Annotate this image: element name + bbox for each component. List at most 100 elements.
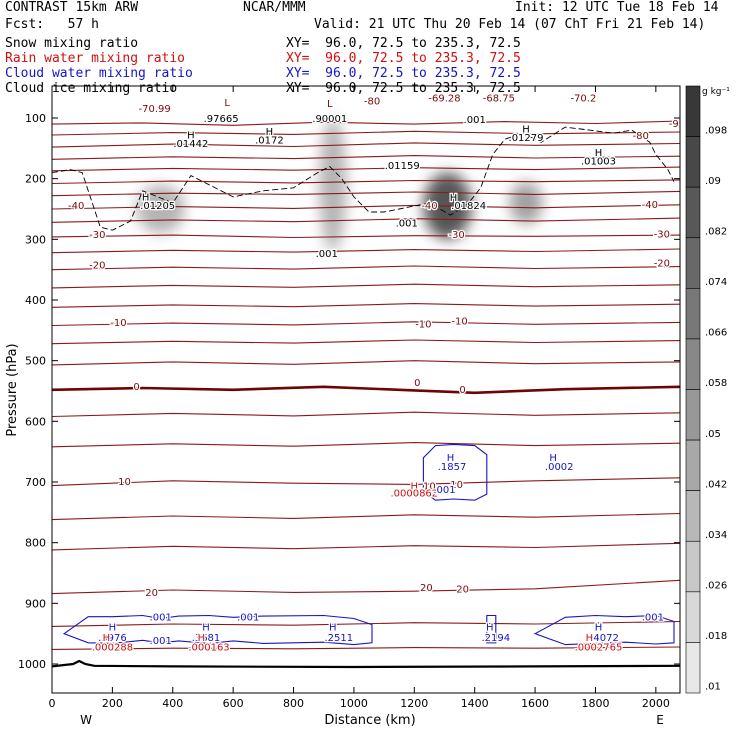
contour-label: .4072 xyxy=(590,633,619,644)
isotherm-line xyxy=(52,321,680,327)
y-tick-label: 100 xyxy=(25,112,46,125)
y-tick-label: 400 xyxy=(25,294,46,307)
contour-label: -10 xyxy=(415,319,431,330)
isotherm-line xyxy=(52,234,680,239)
contour-label: -40 xyxy=(68,201,84,212)
contour-label: .0172 xyxy=(255,135,284,146)
colorbar-swatch xyxy=(685,237,701,289)
colorbar-swatch xyxy=(685,439,701,491)
snow-shading-0 xyxy=(136,184,185,234)
contour-label: -20 xyxy=(654,259,670,270)
contour-label: 10 xyxy=(118,477,131,488)
contour-label: .001 xyxy=(150,612,172,623)
isotherm-line xyxy=(52,166,680,172)
contour-label: H xyxy=(329,623,337,634)
contour-label: -30 xyxy=(654,230,670,241)
contour-label: .01003 xyxy=(581,157,616,168)
isotherm-line xyxy=(52,477,680,487)
isotherm-line xyxy=(52,339,680,345)
colorbar-swatch xyxy=(685,338,701,390)
contour-label: -30 xyxy=(448,230,464,241)
cloud-water-contour xyxy=(62,614,373,646)
isotherm-line xyxy=(52,646,680,650)
contour-label: .01442 xyxy=(173,139,208,150)
field-label-cloud-ice: Cloud ice mixing ratio xyxy=(5,81,178,96)
contour-label: H xyxy=(266,127,274,138)
contour-label: .97665 xyxy=(204,114,239,125)
contour-label: -40 xyxy=(642,200,658,211)
colorbar-tick-label: .09 xyxy=(705,176,721,187)
contour-label: .2194 xyxy=(482,633,511,644)
contour-label: H xyxy=(187,131,195,142)
colorbar-swatch xyxy=(685,85,701,137)
contour-label: H xyxy=(198,633,206,644)
y-tick-label: 700 xyxy=(25,476,46,489)
contour-label: -70.2 xyxy=(570,94,596,105)
x-tick-label: 600 xyxy=(223,697,244,710)
colorbar-swatch xyxy=(685,288,701,340)
isotherm-line xyxy=(52,512,680,521)
x-tick-label: 1000 xyxy=(340,697,368,710)
x-tick-label: 800 xyxy=(283,697,304,710)
y-tick-label: 900 xyxy=(25,597,46,610)
contour-label: .000288 xyxy=(92,643,133,654)
contour-label: .001 xyxy=(150,636,172,647)
isotherm-line xyxy=(52,411,680,418)
contour-label: .0002765 xyxy=(575,643,623,654)
contour-label: 20 xyxy=(145,588,158,599)
y-tick-label: 500 xyxy=(25,355,46,368)
contour-label: -69.28 xyxy=(428,94,460,105)
snow-shading-1 xyxy=(319,118,347,252)
isotherm-line xyxy=(52,248,680,254)
contour-label: .01205 xyxy=(140,201,175,212)
field-xy-cloud-ice: XY= 96.0, 72.5 to 235.3, 72.5 xyxy=(286,81,521,96)
x-axis-label: Distance (km) xyxy=(324,713,415,728)
colorbar-swatch xyxy=(685,642,701,694)
contour-label: .90001 xyxy=(312,114,347,125)
colorbar-swatch xyxy=(685,540,701,593)
center-name: NCAR/MMM xyxy=(243,0,306,15)
isotherm-line xyxy=(52,385,680,395)
colorbar-tick-label: .058 xyxy=(705,378,727,389)
isotherm-line xyxy=(52,217,680,223)
contour-label: 0 xyxy=(459,385,465,396)
isotherm-line xyxy=(52,620,680,627)
contour-label: .0002 xyxy=(545,462,574,473)
contour-label: .01824 xyxy=(451,201,486,212)
contour-label: H xyxy=(142,193,150,204)
y-tick-label: 200 xyxy=(25,173,46,186)
y-tick-label: 600 xyxy=(25,415,46,428)
colorbar-swatch xyxy=(685,136,701,188)
contour-label: 20 xyxy=(456,584,469,595)
colorbar-swatch xyxy=(685,591,701,643)
colorbar-tick-label: .074 xyxy=(705,277,727,288)
contour-label: L xyxy=(224,98,230,109)
isotherm-line xyxy=(52,204,680,210)
contour-label: .3681 xyxy=(192,633,221,644)
contour-label: .001 xyxy=(237,612,259,623)
init-time: Init: 12 UTC Tue 18 Feb 14 xyxy=(515,0,719,15)
cloud-water-contour xyxy=(422,443,488,501)
isotherm-line xyxy=(52,542,680,551)
y-tick-label: 300 xyxy=(25,233,46,246)
colorbar-tick-label: .066 xyxy=(705,328,727,339)
contour-label: .001 xyxy=(316,249,338,260)
contour-label: H xyxy=(109,623,117,634)
colorbar-tick-label: .018 xyxy=(705,631,727,642)
contour-label: -70.99 xyxy=(139,104,171,115)
colorbar-swatch xyxy=(685,186,701,239)
contour-label: .2511 xyxy=(325,633,354,644)
contour-label: L xyxy=(327,99,333,110)
contour-label: .000163 xyxy=(188,643,229,654)
contour-label: .0000862 xyxy=(390,489,438,500)
contour-label: .01279 xyxy=(509,133,544,144)
forecast-hour: Fcst: 57 h xyxy=(5,17,99,32)
colorbar-tick-label: .042 xyxy=(705,479,727,490)
contour-label: -10 xyxy=(110,318,126,329)
y-tick-label: 1000 xyxy=(18,658,46,671)
contour-label: H xyxy=(595,623,603,634)
colorbar-unit: g kg⁻¹ xyxy=(702,87,730,97)
contour-label: H xyxy=(202,623,210,634)
contour-label: .001 xyxy=(464,115,486,126)
